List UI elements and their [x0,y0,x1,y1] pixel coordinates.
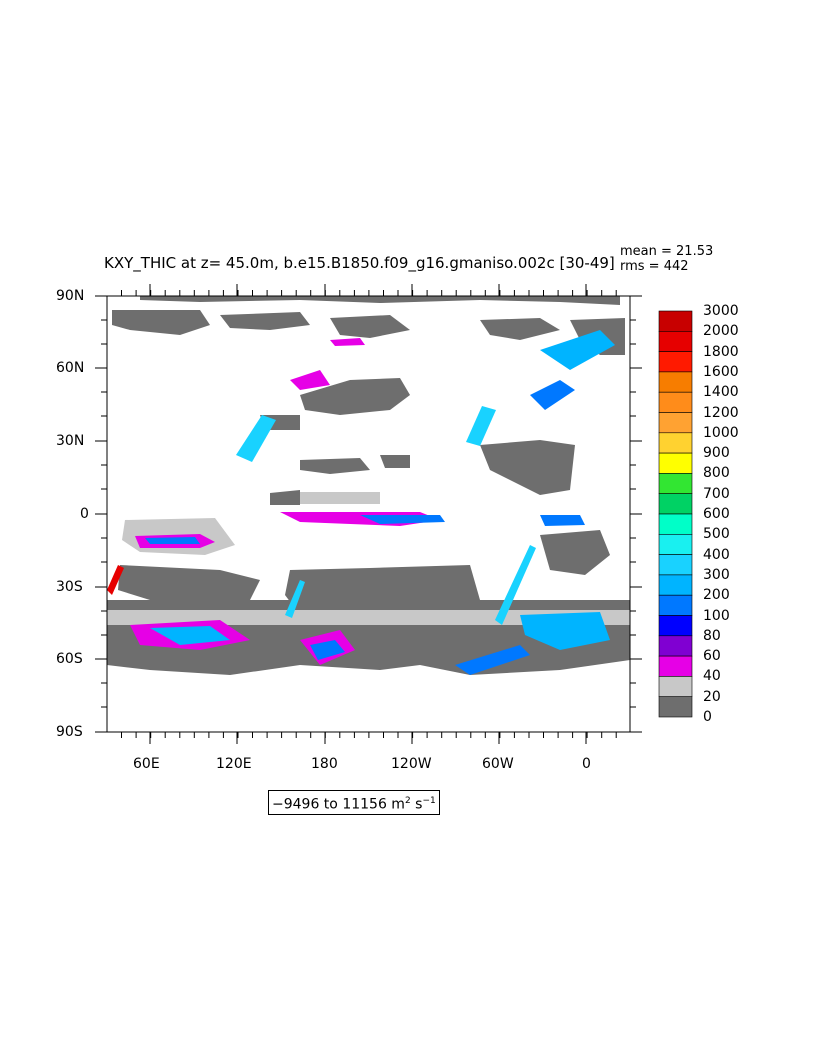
colorbar-level-label: 300 [703,566,730,583]
arctic-patch-3 [330,315,410,338]
colorbar-level-label: 1800 [703,343,739,360]
y-label-90n: 90N [56,288,85,304]
y-label-30n: 30N [56,433,85,449]
colorbar-swatch [658,676,693,698]
arctic-magenta-1 [330,338,365,346]
x-label-60w: 60W [482,756,514,772]
y-label-60s: 60S [56,651,83,667]
x-label-180: 180 [311,756,338,772]
y-label-0: 0 [80,506,89,522]
colorbar-level-label: 3000 [703,303,739,319]
mean-stat: mean = 21.53 [620,244,714,259]
colorbar-swatch [658,412,693,434]
colorbar-level-label: 500 [703,526,730,543]
colorbar-level-label: 400 [703,546,730,563]
colorbar-level-label: 600 [703,506,730,522]
subtropic-n-pacific [300,458,370,474]
brazil-current-cyan [495,545,536,625]
range-sup2: −1 [422,796,436,806]
colorbar-swatch [658,473,693,494]
acc-blue-3 [150,626,230,645]
colorbar-swatch [658,351,693,373]
acc-blue-2 [455,645,530,675]
colorbar-level-label: 80 [703,627,721,644]
colorbar-level-label: 100 [703,607,730,624]
colorbar-swatch [658,594,693,616]
colorbar-swatch [658,493,693,515]
colorbar-swatch [658,554,693,576]
colorbar-swatch [658,635,693,657]
colorbar-swatch [658,615,693,637]
range-text: −9496 to 11156 m [272,796,405,813]
colorbar-level-label: 1200 [703,404,739,421]
acc-blue-1 [310,640,345,660]
x-label-120e: 120E [216,756,252,772]
gulfstream-cyan [466,406,496,446]
n-atl-eddy-blue [530,380,575,410]
map-fields [107,296,630,675]
colorbar-swatch [658,330,693,352]
atlantic-equator-blue [540,515,585,526]
arctic-band [140,296,620,305]
colorbar-level-label: 40 [703,668,721,685]
colorbar-level-label: 200 [703,587,730,604]
arctic-patch-4 [480,318,560,340]
colorbar-swatch [658,574,693,596]
equatorial-blue [360,515,445,524]
y-label-60n: 60N [56,360,85,376]
rms-stat: rms = 442 [620,259,689,274]
south-atlantic-dark [540,530,610,575]
colorbar-level-label: 800 [703,465,730,482]
colorbar-swatch [658,533,693,555]
colorbar-swatch [658,655,693,677]
colorbar-swatch [658,513,693,535]
y-label-30s: 30S [56,579,83,595]
y-label-90s: 90S [56,724,83,740]
colorbar-level-label: 2000 [703,323,739,340]
east-aus-cyan [285,580,305,618]
subtropic-n-pacific-2 [380,455,410,468]
nw-pacific-magenta [290,370,330,390]
colorbar-level-label: 1600 [703,363,739,380]
colorbar-swatch [658,696,693,718]
range-sup1: 2 [404,796,411,806]
acc-blue-4 [520,612,610,650]
colorbar-level-label: 0 [703,709,712,725]
minor-x-ticks [121,290,617,738]
equatorial-band-light [280,492,380,504]
equatorial-band-dark [270,490,300,505]
axis-ticks [95,284,642,744]
colorbar-level-label: 900 [703,445,730,462]
colorbar-swatch [658,452,693,474]
range-label: −9496 to 11156 m2 s−1 [268,790,440,815]
greenland-eddies [540,330,615,370]
colorbar-level-label: 60 [703,648,721,665]
colorbar-level-label: 700 [703,485,730,502]
x-label-60e: 60E [133,756,160,772]
kuroshio-cyan [236,415,276,462]
indian-ocean-dark [118,565,260,605]
x-label-120w: 120W [391,756,432,772]
agulhas-red [107,565,124,595]
arctic-patch-1 [112,310,210,335]
colorbar-swatch [658,432,693,454]
colorbar-swatch [658,391,693,413]
colorbar-swatch [658,371,693,393]
north-pacific-dark [300,378,410,415]
plot-title: KXY_THIC at z= 45.0m, b.e15.B1850.f09_g1… [104,254,615,272]
colorbar-level-label: 20 [703,688,721,705]
colorbar-swatch [658,310,693,332]
eddy-blue-1 [145,537,200,544]
range-mid: s [410,796,423,813]
colorbar-level-label: 1000 [703,424,739,441]
colorbar [658,310,693,718]
north-atlantic-dark [480,440,575,495]
colorbar-level-label: 1400 [703,384,739,401]
x-label-0: 0 [582,756,591,772]
arctic-patch-2 [220,312,310,330]
